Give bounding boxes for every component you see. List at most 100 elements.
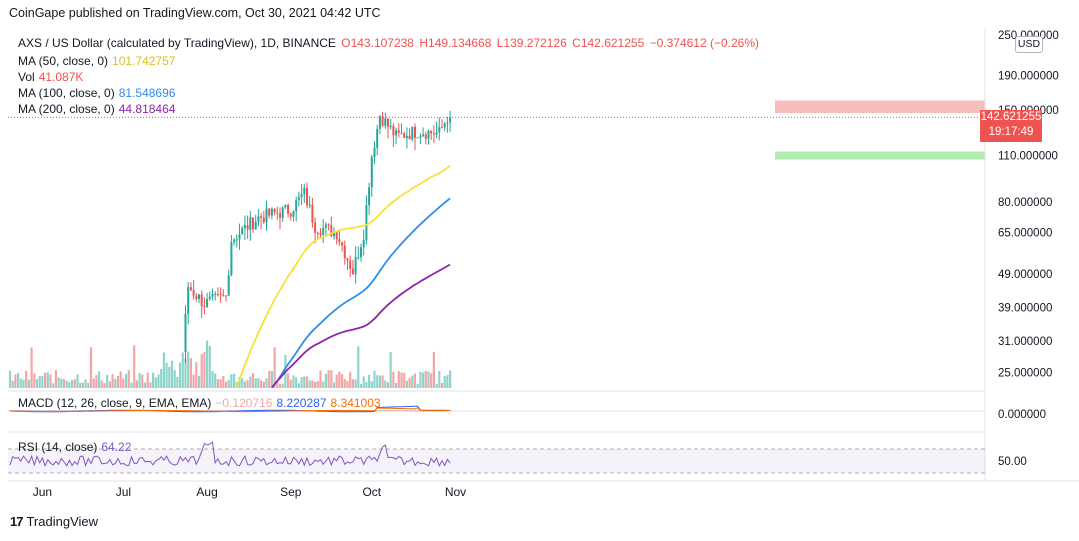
tradingview-brand[interactable]: 17 TradingView	[10, 514, 98, 529]
candle-body	[370, 156, 373, 188]
candle-body	[249, 217, 252, 230]
volume-bar	[208, 346, 211, 388]
candle-body	[300, 194, 303, 197]
volume-bar	[60, 378, 63, 388]
volume-bar	[79, 383, 82, 388]
x-tick-label: Aug	[196, 485, 217, 499]
volume-bar	[19, 378, 22, 388]
macd-hist-bar	[208, 410, 211, 412]
candle-body	[324, 224, 327, 228]
candle-body	[203, 306, 206, 308]
candle-body	[387, 118, 389, 127]
volume-bar	[449, 370, 452, 388]
candle-body	[187, 287, 190, 314]
macd-value: 8.220287	[276, 396, 327, 410]
volume-bar	[389, 352, 392, 388]
macd-legend: MACD (12, 26, close, 9, EMA, EMA) −0.1207…	[18, 396, 381, 410]
support-zone	[775, 151, 985, 160]
macd-hist-bar	[403, 410, 406, 412]
x-tick-label: Sep	[280, 485, 302, 499]
price-badge-price: 142.621255	[980, 111, 1042, 123]
x-tick-label: Nov	[445, 485, 466, 499]
volume-bar	[332, 382, 336, 388]
volume-bar	[322, 381, 325, 388]
volume-bar	[189, 358, 192, 388]
volume-bar	[168, 366, 171, 388]
macd-hist-bar	[30, 410, 33, 412]
x-axis: Jun Jul Aug Sep Oct Nov	[33, 485, 466, 499]
volume-bar	[335, 374, 338, 388]
volume-bar	[54, 370, 57, 388]
macd-hist-bar	[73, 410, 76, 412]
volume-bar	[98, 371, 101, 388]
ma100-label: MA (100, close, 0)	[18, 86, 115, 100]
ma100-legend: MA (100, close, 0) 81.548696	[18, 86, 175, 100]
candle-body	[422, 134, 425, 136]
volume-bar	[397, 371, 400, 388]
candle-body	[446, 122, 449, 124]
volume-bar	[249, 376, 252, 388]
volume-bar	[14, 374, 17, 388]
macd-pane	[8, 405, 985, 413]
candle-body	[306, 187, 308, 206]
volume-bar	[262, 381, 265, 388]
volume-bar	[381, 375, 384, 388]
candle-body	[219, 293, 222, 295]
candle-body	[246, 225, 249, 230]
candle-body	[265, 208, 268, 223]
volume-bar	[135, 380, 138, 388]
volume-bar	[305, 376, 309, 388]
candle-body	[378, 116, 381, 129]
macd-hist-bar	[397, 410, 400, 412]
volume-bar	[419, 371, 422, 388]
candle-body	[368, 187, 371, 206]
candle-body	[241, 228, 244, 235]
volume-bar	[179, 362, 182, 388]
macd-hist-bar	[76, 410, 79, 412]
volume-bar	[287, 373, 290, 388]
candle-body	[330, 225, 333, 237]
y-tick-label: 31.000000	[998, 336, 1052, 348]
volume-bar	[308, 380, 311, 388]
volume-bar	[127, 370, 130, 388]
volume-bar	[100, 380, 103, 388]
candle-body	[438, 127, 441, 133]
candle-body	[327, 224, 330, 226]
volume-bar	[216, 379, 219, 388]
volume-bar	[92, 378, 95, 388]
volume-bar	[143, 382, 147, 388]
volume-bar	[438, 371, 441, 388]
volume-bar	[114, 379, 117, 388]
volume-bar	[138, 372, 141, 388]
vol-label: Vol	[18, 70, 35, 84]
volume-bar	[405, 380, 408, 388]
volume-bar	[257, 378, 260, 388]
rsi-axis-label: 50.00	[998, 456, 1027, 468]
candle-body	[284, 205, 287, 208]
candle-body	[287, 205, 290, 214]
volume-bar	[68, 381, 71, 388]
ma50-label: MA (50, close, 0)	[18, 54, 109, 68]
volume-bar	[233, 373, 236, 388]
volume-bar	[403, 372, 406, 388]
volume-bar	[427, 371, 430, 388]
macd-hist-bar	[9, 410, 11, 412]
volume-bar	[22, 379, 25, 388]
candle-body	[381, 116, 384, 126]
macd-hist-bar	[22, 410, 25, 412]
macd-hist-bar	[36, 410, 38, 412]
candle-body	[273, 208, 276, 213]
volume-bar	[273, 347, 276, 388]
currency-button[interactable]: USD	[1015, 36, 1043, 53]
close-value: C142.621255	[572, 36, 645, 50]
candle-body	[233, 239, 236, 243]
volume-bar	[103, 383, 106, 388]
volume-bar	[292, 375, 295, 388]
macd-hist-bar	[63, 410, 65, 412]
macd-hist-bar	[387, 410, 389, 412]
volume-bar	[341, 373, 344, 388]
volume-bar	[446, 375, 449, 388]
candle-body	[343, 245, 346, 259]
candle-body	[349, 260, 352, 269]
volume-bar	[384, 380, 387, 388]
